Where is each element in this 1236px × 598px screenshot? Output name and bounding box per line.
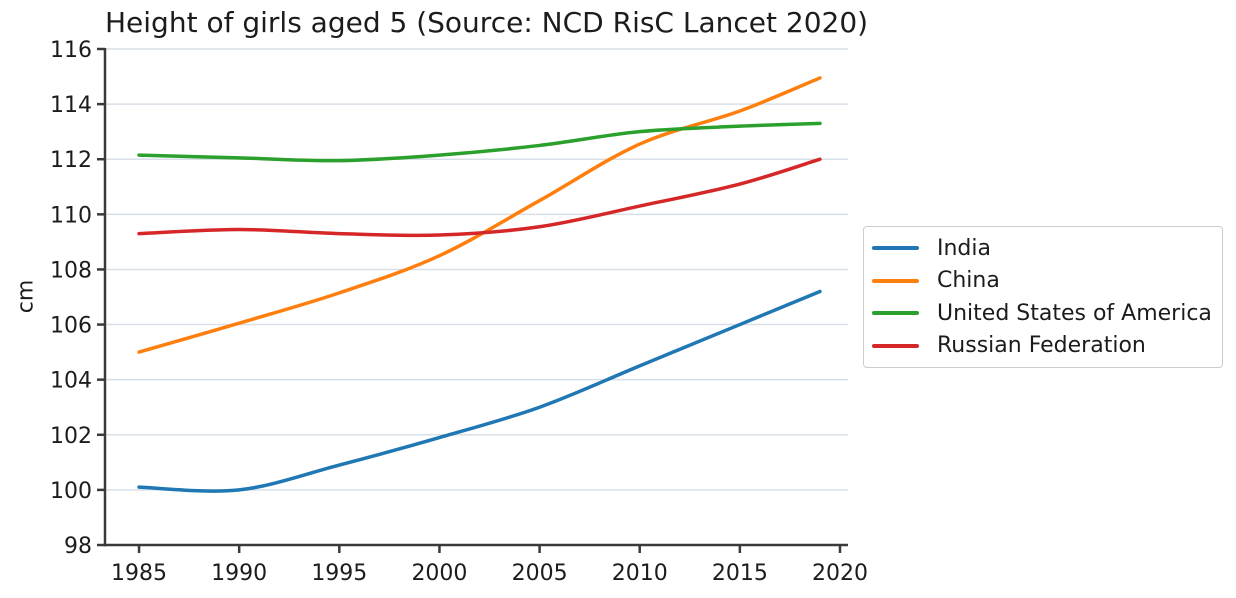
legend-swatch-usa bbox=[872, 311, 919, 316]
y-tick-label-116: 116 bbox=[50, 38, 92, 63]
y-tick-label-102: 102 bbox=[50, 424, 92, 449]
x-tick-label-1990: 1990 bbox=[211, 561, 267, 586]
y-tick-label-110: 110 bbox=[50, 203, 92, 228]
y-tick-label-104: 104 bbox=[50, 369, 92, 394]
legend-label-usa: United States of America bbox=[937, 300, 1212, 326]
legend-swatch-india bbox=[872, 246, 919, 251]
y-tick-label-112: 112 bbox=[50, 148, 92, 173]
x-tick-label-1985: 1985 bbox=[111, 561, 167, 586]
y-tick-label-100: 100 bbox=[50, 479, 92, 504]
legend-item-china: China bbox=[864, 265, 1222, 298]
y-tick-label-98: 98 bbox=[64, 534, 92, 559]
series-line-india bbox=[137, 289, 822, 493]
x-tick-label-2010: 2010 bbox=[612, 561, 668, 586]
y-tick-label-114: 114 bbox=[50, 93, 92, 118]
x-tick-label-2015: 2015 bbox=[712, 561, 768, 586]
legend-swatch-china bbox=[872, 278, 919, 283]
series-line-united-states-of-america bbox=[137, 121, 822, 163]
legend-swatch-russia bbox=[872, 343, 919, 348]
legend: India China United States of America Rus… bbox=[863, 226, 1223, 368]
x-tick-label-1995: 1995 bbox=[311, 561, 367, 586]
chart-title: Height of girls aged 5 (Source: NCD RisC… bbox=[105, 6, 869, 39]
x-tick-label-2000: 2000 bbox=[411, 561, 467, 586]
legend-item-russia: Russian Federation bbox=[864, 330, 1222, 363]
y-axis-label: cm bbox=[13, 279, 39, 314]
legend-label-india: India bbox=[937, 235, 991, 261]
y-tick-label-108: 108 bbox=[50, 258, 92, 283]
legend-item-usa: United States of America bbox=[864, 297, 1222, 330]
legend-label-russia: Russian Federation bbox=[937, 333, 1146, 359]
x-tick-label-2005: 2005 bbox=[512, 561, 568, 586]
legend-item-india: India bbox=[864, 232, 1222, 265]
y-tick-label-106: 106 bbox=[50, 314, 92, 339]
series-line-russian-federation bbox=[137, 157, 822, 238]
legend-label-china: China bbox=[937, 268, 1000, 294]
x-tick-label-2020: 2020 bbox=[812, 561, 868, 586]
